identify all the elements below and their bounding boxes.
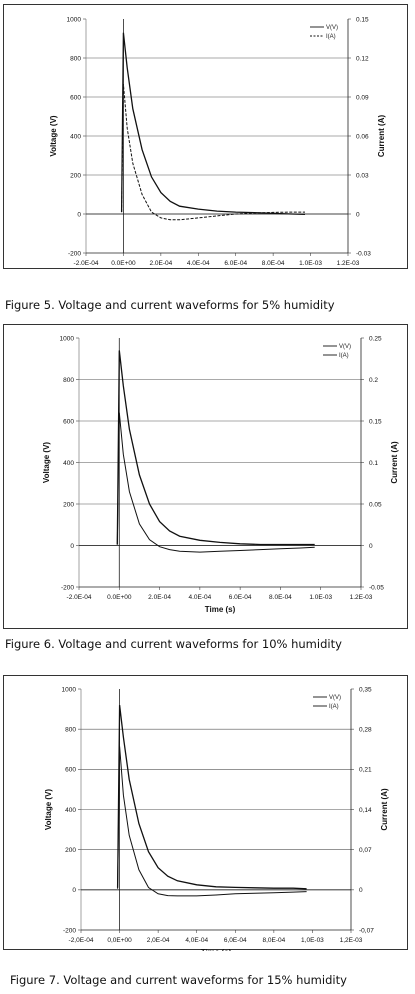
figure-5-caption: Figure 5. Voltage and current waveforms … (5, 298, 335, 312)
chart-panel-fig5: 1000 800 600 400 200 0 -200 0.15 0.12 0.09 0.06 0.0… (3, 4, 408, 269)
series-line-vv (116, 705, 307, 890)
x-tick-label: 2,0E-04 (147, 937, 170, 944)
y2-tick-label: 0.06 (356, 133, 369, 140)
y-tick-label: 1000 (62, 686, 77, 693)
figure-7-caption: Figure 7. Voltage and current waveforms … (10, 973, 347, 987)
y2-tick-label: 0.15 (369, 418, 382, 425)
y-tick-label: 600 (70, 94, 81, 101)
y-tick-label: 800 (65, 726, 76, 733)
chart-fig6: 1000 800 600 400 200 0 -200 0.25 0.2 0.15 0.1 0.05 0… (42, 335, 399, 614)
y-tick-label: 600 (63, 418, 74, 425)
y-tick-label: 800 (63, 377, 74, 384)
x-tick-label: -2.0E-04 (74, 260, 99, 267)
y2-tick-label: 0.03 (356, 172, 369, 179)
y2-axis-title: Current (A) (380, 788, 389, 831)
figure-6-caption: Figure 6. Voltage and current waveforms … (5, 637, 342, 651)
y2-tick-label: 0,07 (359, 847, 372, 854)
x-axis-title: Time (s) (205, 605, 236, 614)
x-tick-label: 4.0E-04 (187, 260, 210, 267)
y-tick-label: 200 (65, 847, 76, 854)
series-line-ia (121, 83, 305, 221)
y2-axis-title: Current (A) (390, 441, 399, 484)
x-tick-label: 2.0E-04 (148, 594, 171, 601)
x-tick-label: 6.0E-04 (224, 260, 247, 267)
x-tick-label: 1.0E-03 (309, 594, 332, 601)
y-tick-label: 800 (70, 55, 81, 62)
y2-tick-label: 0.1 (369, 460, 378, 467)
x-tick-label: 0.0E+00 (111, 260, 136, 267)
x-tick-label: 8.0E-04 (269, 594, 292, 601)
y-tick-label: 0 (77, 211, 81, 218)
y2-tick-label: 0.12 (356, 55, 369, 62)
x-tick-label: 6,0E-04 (224, 937, 247, 944)
x-tick-label: 0.0E+00 (107, 594, 132, 601)
series-line-ia (116, 412, 315, 553)
y2-tick-label: 0 (356, 211, 360, 218)
y2-tick-label: 0,21 (359, 767, 372, 774)
x-axis-title: Time (s) (201, 948, 232, 951)
y-tick-label: -200 (61, 584, 74, 591)
chart-fig7: 1000 800 600 400 200 0 -200 0,35 0,28 0,21 0,14 0,0… (44, 686, 389, 951)
y2-tick-label: 0 (359, 887, 363, 894)
x-tick-label: 6.0E-04 (229, 594, 252, 601)
y-tick-label: 400 (70, 133, 81, 140)
x-tick-label: 8.0E-04 (262, 260, 285, 267)
x-tick-label: -2.0E-04 (67, 594, 92, 601)
y2-axis-title: Current (A) (377, 115, 386, 158)
y2-tick-label: 0,35 (359, 686, 372, 693)
y2-tick-label: 0,14 (359, 807, 372, 814)
y-tick-label: -200 (68, 250, 81, 257)
y-tick-label: 0 (72, 887, 76, 894)
x-tick-label: 1,0E-03 (301, 937, 324, 944)
y2-tick-label: -0.05 (369, 584, 384, 591)
y2-tick-label: 0,28 (359, 726, 372, 733)
chart-fig5: 1000 800 600 400 200 0 -200 0.15 0.12 0.09 0.06 0.0… (49, 16, 386, 267)
y2-tick-label: 0.09 (356, 94, 369, 101)
chart-panel-fig6: 1000 800 600 400 200 0 -200 0.25 0.2 0.15 0.1 0.05 0… (3, 324, 408, 629)
y2-tick-label: 0 (369, 543, 373, 550)
x-tick-label: 1.2E-03 (337, 260, 360, 267)
legend-label: V(V) (329, 695, 341, 701)
x-tick-label: 0,0E+00 (107, 937, 132, 944)
series-line-ia (117, 746, 307, 897)
legend-label: I(A) (339, 353, 349, 359)
y2-tick-label: 0.15 (356, 16, 369, 23)
chart-panel-fig7: 1000 800 600 400 200 0 -200 0,35 0,28 0,21 0,14 0,0… (3, 675, 408, 951)
y-tick-label: 600 (65, 767, 76, 774)
x-tick-label: 1.0E-03 (299, 260, 322, 267)
y-tick-label: 0 (70, 543, 74, 550)
x-tick-label: 1,2E-03 (340, 937, 363, 944)
x-tick-label: 1.2E-03 (350, 594, 373, 601)
y-tick-label: 200 (70, 172, 81, 179)
x-tick-label: 4.0E-04 (188, 594, 211, 601)
y2-tick-label: 0.2 (369, 377, 378, 384)
y2-tick-label: -0.03 (356, 250, 371, 257)
legend-label: I(A) (329, 704, 339, 710)
x-tick-label: 4,0E-04 (185, 937, 208, 944)
y2-tick-label: 0.25 (369, 335, 382, 342)
legend-label: I(A) (326, 34, 336, 40)
y-axis-title: Voltage (V) (44, 789, 53, 831)
legend-label: V(V) (339, 344, 351, 350)
y-tick-label: 1000 (67, 16, 82, 23)
x-tick-label: -2,0E-04 (69, 937, 94, 944)
x-tick-label: 8,0E-04 (262, 937, 285, 944)
y-tick-label: 200 (63, 501, 74, 508)
y-tick-label: -200 (63, 927, 76, 934)
y-axis-title: Voltage (V) (42, 442, 51, 484)
y-axis-title: Voltage (V) (49, 115, 58, 157)
legend-label: V(V) (326, 25, 338, 31)
y2-tick-label: -0,07 (359, 927, 374, 934)
x-tick-label: 2.0E-04 (149, 260, 172, 267)
y2-tick-label: 0.05 (369, 501, 382, 508)
y-tick-label: 400 (65, 807, 76, 814)
series-line-vv (116, 350, 315, 546)
y-tick-label: 1000 (60, 335, 75, 342)
y-tick-label: 400 (63, 460, 74, 467)
